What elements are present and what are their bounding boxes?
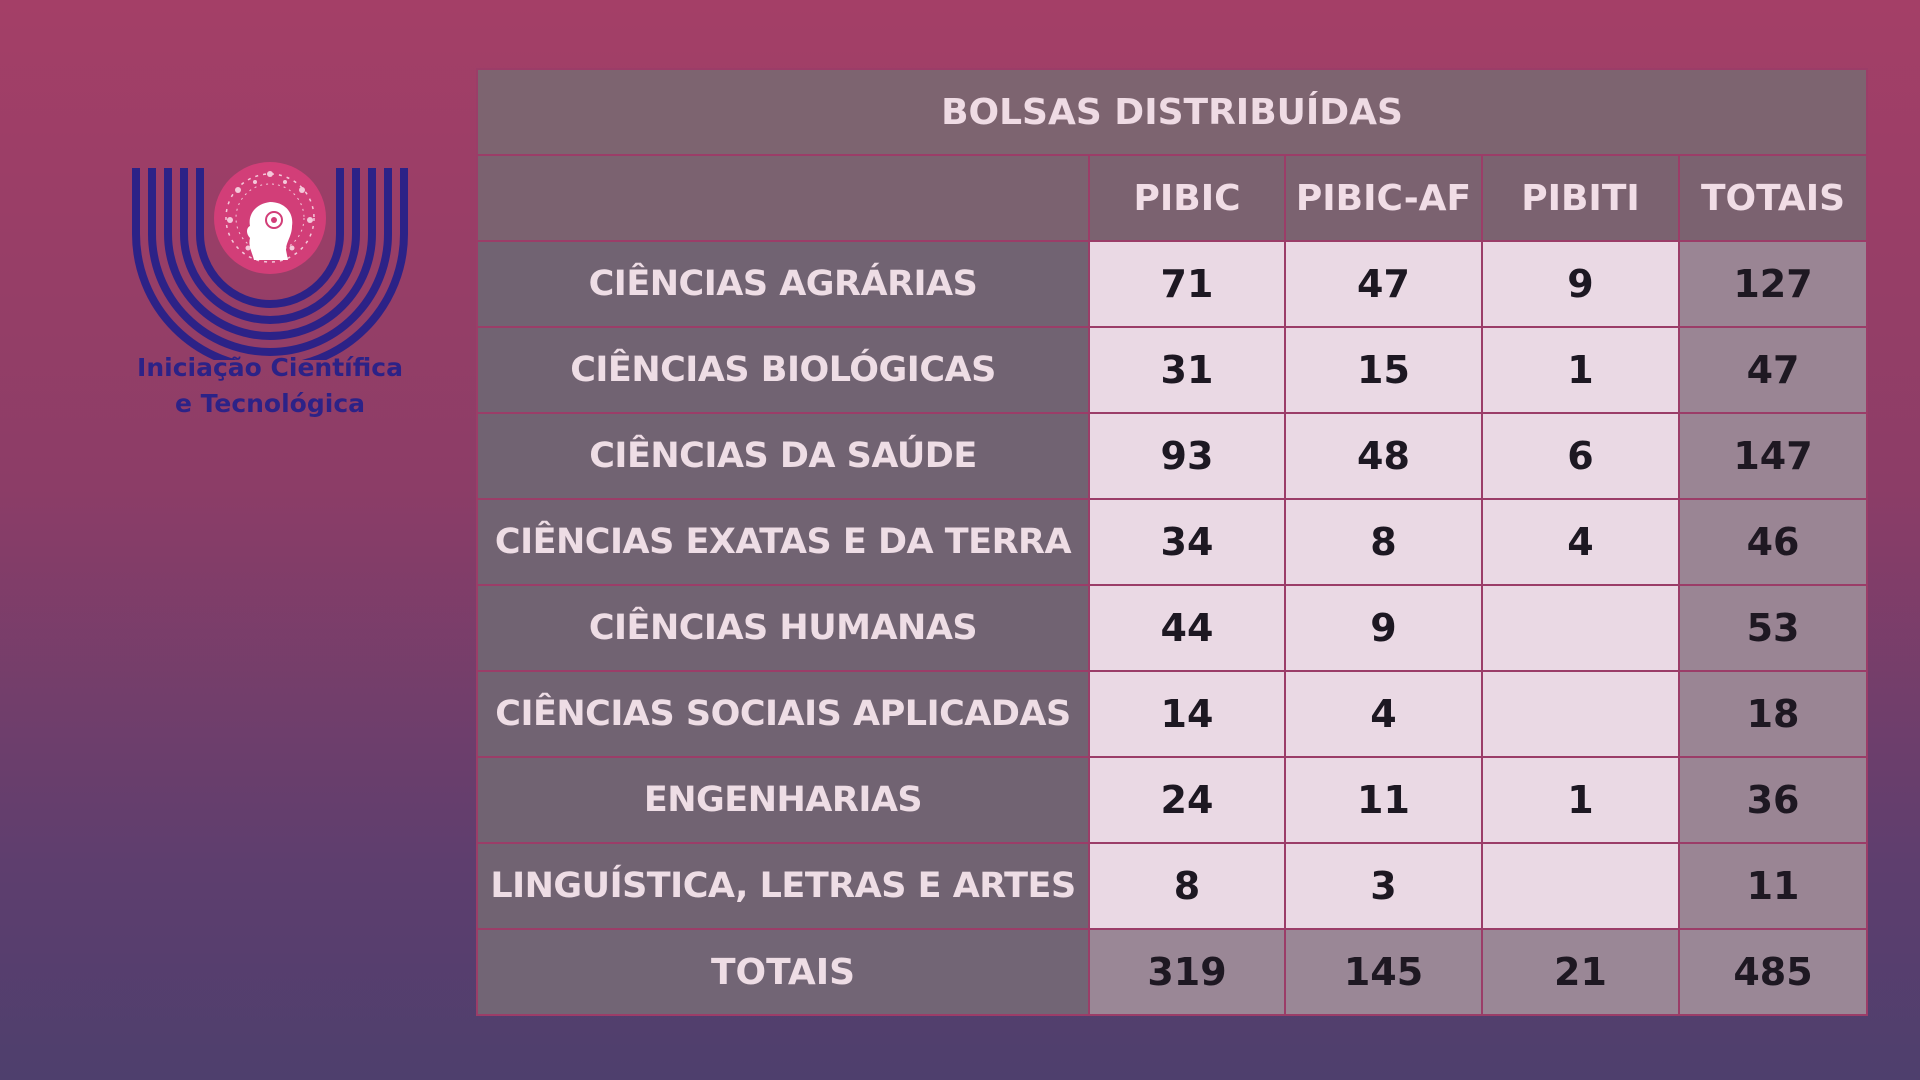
pibic-af-value: 11 bbox=[1284, 756, 1483, 844]
total-pibiti: 21 bbox=[1481, 928, 1680, 1016]
table-row: CIÊNCIAS SOCIAIS APLICADAS 14 4 18 bbox=[476, 670, 1869, 758]
total-pibic: 319 bbox=[1088, 928, 1286, 1016]
pibic-value: 34 bbox=[1088, 498, 1286, 586]
area-label: CIÊNCIAS DA SAÚDE bbox=[476, 412, 1090, 500]
logo-emblem bbox=[132, 162, 408, 360]
table-row: CIÊNCIAS BIOLÓGICAS 31 15 1 47 bbox=[476, 326, 1869, 414]
totals-row: TOTAIS 319 145 21 485 bbox=[476, 928, 1869, 1016]
table-row: ENGENHARIAS 24 11 1 36 bbox=[476, 756, 1869, 844]
pibic-af-value: 48 bbox=[1284, 412, 1483, 500]
area-label: LINGUÍSTICA, LETRAS E ARTES bbox=[476, 842, 1090, 930]
pibic-value: 71 bbox=[1088, 240, 1286, 328]
row-total-value: 36 bbox=[1677, 756, 1869, 844]
pibiti-value: 6 bbox=[1481, 412, 1680, 500]
row-total-value: 147 bbox=[1677, 412, 1869, 500]
totals-label: TOTAIS bbox=[476, 928, 1090, 1016]
pibiti-value: 1 bbox=[1481, 756, 1680, 844]
bolsas-table: BOLSAS DISTRIBUÍDAS PIBIC PIBIC-AF PIBIT… bbox=[475, 68, 1869, 1016]
pibiti-value bbox=[1481, 670, 1680, 758]
pibic-value: 8 bbox=[1088, 842, 1286, 930]
pibic-af-value: 3 bbox=[1284, 842, 1483, 930]
pibiti-value bbox=[1481, 842, 1680, 930]
area-label: CIÊNCIAS AGRÁRIAS bbox=[476, 240, 1090, 328]
header-empty-cell bbox=[476, 154, 1090, 242]
area-label: CIÊNCIAS EXATAS E DA TERRA bbox=[476, 498, 1090, 586]
pibiti-value: 1 bbox=[1481, 326, 1680, 414]
table-row: CIÊNCIAS DA SAÚDE 93 48 6 147 bbox=[476, 412, 1869, 500]
pibic-af-value: 8 bbox=[1284, 498, 1483, 586]
logo-text-line1: Iniciação Científica bbox=[137, 353, 403, 382]
logo: Iniciação Científica e Tecnológica bbox=[120, 160, 420, 430]
row-total-value: 47 bbox=[1677, 326, 1869, 414]
pibiti-value bbox=[1481, 584, 1680, 672]
pibic-af-value: 47 bbox=[1284, 240, 1483, 328]
table-row: CIÊNCIAS AGRÁRIAS 71 47 9 127 bbox=[476, 240, 1869, 328]
header-pibic: PIBIC bbox=[1088, 154, 1286, 242]
table-row: CIÊNCIAS EXATAS E DA TERRA 34 8 4 46 bbox=[476, 498, 1869, 586]
pibic-af-value: 9 bbox=[1284, 584, 1483, 672]
area-label: CIÊNCIAS SOCIAIS APLICADAS bbox=[476, 670, 1090, 758]
row-total-value: 53 bbox=[1677, 584, 1869, 672]
pibic-value: 44 bbox=[1088, 584, 1286, 672]
area-label: CIÊNCIAS HUMANAS bbox=[476, 584, 1090, 672]
total-pibic-af: 145 bbox=[1284, 928, 1483, 1016]
row-total-value: 127 bbox=[1677, 240, 1869, 328]
table-row: LINGUÍSTICA, LETRAS E ARTES 8 3 11 bbox=[476, 842, 1869, 930]
pibic-af-value: 15 bbox=[1284, 326, 1483, 414]
area-label: CIÊNCIAS BIOLÓGICAS bbox=[476, 326, 1090, 414]
table-header-row: PIBIC PIBIC-AF PIBITI TOTAIS bbox=[476, 154, 1869, 242]
pibic-value: 31 bbox=[1088, 326, 1286, 414]
table-row: CIÊNCIAS HUMANAS 44 9 53 bbox=[476, 584, 1869, 672]
table-title-row: BOLSAS DISTRIBUÍDAS bbox=[475, 68, 1869, 156]
pibiti-value: 4 bbox=[1481, 498, 1680, 586]
pibic-value: 24 bbox=[1088, 756, 1286, 844]
logo-text-line2: e Tecnológica bbox=[174, 389, 366, 418]
header-pibiti: PIBITI bbox=[1481, 154, 1680, 242]
pibiti-value: 9 bbox=[1481, 240, 1680, 328]
row-total-value: 46 bbox=[1677, 498, 1869, 586]
header-pibic-af: PIBIC-AF bbox=[1284, 154, 1483, 242]
pibic-value: 14 bbox=[1088, 670, 1286, 758]
area-label: ENGENHARIAS bbox=[476, 756, 1090, 844]
table-title: BOLSAS DISTRIBUÍDAS bbox=[475, 68, 1869, 156]
logo-text: Iniciação Científica e Tecnológica bbox=[120, 350, 420, 422]
grand-total: 485 bbox=[1677, 928, 1869, 1016]
pibic-af-value: 4 bbox=[1284, 670, 1483, 758]
header-totais: TOTAIS bbox=[1677, 154, 1869, 242]
row-total-value: 18 bbox=[1677, 670, 1869, 758]
pibic-value: 93 bbox=[1088, 412, 1286, 500]
row-total-value: 11 bbox=[1677, 842, 1869, 930]
